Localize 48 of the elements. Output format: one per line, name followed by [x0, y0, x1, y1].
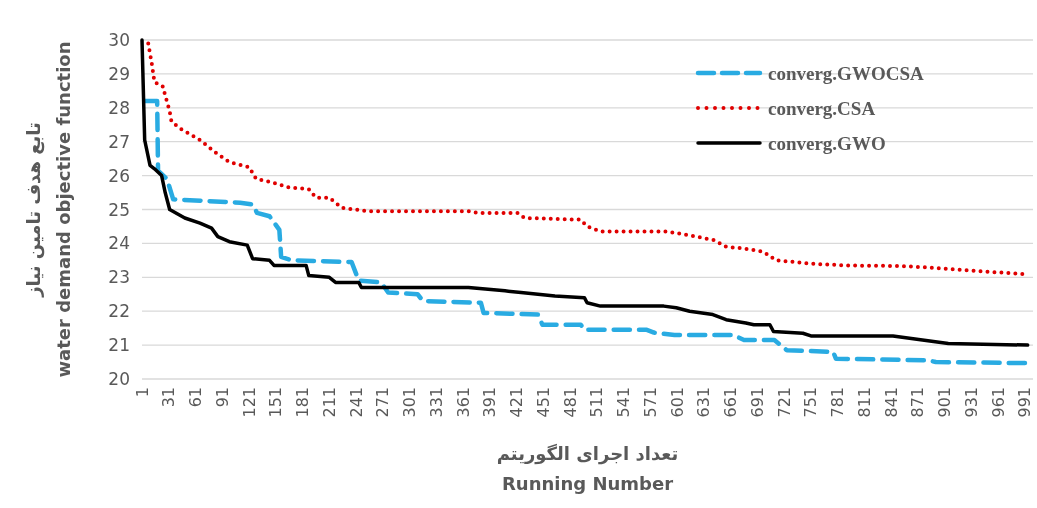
x-tick-label: 961 — [988, 387, 1008, 418]
x-tick-label: 91 — [212, 387, 232, 408]
legend-label: converg.GWO — [768, 133, 886, 154]
y-tick-label: 26 — [108, 165, 130, 186]
x-tick-label: 661 — [721, 387, 741, 418]
x-tick-label: 811 — [854, 387, 874, 418]
y-tick-label: 20 — [108, 369, 130, 389]
x-tick-label: 871 — [908, 387, 928, 418]
x-tick-label: 151 — [266, 387, 286, 418]
x-tick-label: 481 — [560, 387, 580, 418]
x-tick-label: 331 — [426, 387, 446, 418]
y-tick-label: 28 — [108, 97, 130, 118]
y-tick-label: 29 — [108, 63, 130, 84]
x-tick-label: 991 — [1015, 387, 1035, 418]
y-tick-label: 27 — [108, 131, 130, 152]
x-tick-label: 31 — [159, 387, 179, 408]
x-tick-label: 571 — [640, 387, 660, 418]
x-tick-label: 691 — [747, 387, 767, 418]
legend-label: converg.GWOCSA — [768, 63, 924, 84]
y-tick-label: 25 — [108, 199, 130, 220]
y-tick-label: 21 — [108, 335, 130, 356]
x-tick-label: 61 — [186, 387, 206, 408]
x-tick-label: 781 — [828, 387, 848, 418]
y-tick-label: 24 — [108, 233, 130, 254]
x-tick-label: 901 — [935, 387, 955, 418]
x-tick-label: 301 — [400, 387, 420, 418]
x-tick-label: 721 — [774, 387, 794, 418]
x-tick-label: 601 — [667, 387, 687, 418]
x-tick-label: 841 — [881, 387, 901, 418]
y-tick-label: 23 — [108, 267, 130, 288]
x-tick-label: 241 — [346, 387, 366, 418]
legend-label: converg.CSA — [768, 98, 876, 119]
x-tick-label: 751 — [801, 387, 821, 418]
x-tick-label: 271 — [373, 387, 393, 418]
x-tick-label: 211 — [319, 387, 339, 418]
x-tick-label: 451 — [533, 387, 553, 418]
x-tick-label: 931 — [961, 387, 981, 418]
x-tick-label: 421 — [507, 387, 527, 418]
x-tick-label: 1 — [132, 387, 152, 398]
x-tick-label: 181 — [293, 387, 313, 418]
y-tick-label: 22 — [108, 301, 130, 322]
y-tick-label: 30 — [108, 30, 130, 50]
x-tick-label: 631 — [694, 387, 714, 418]
x-tick-label: 361 — [453, 387, 473, 418]
x-tick-label: 391 — [480, 387, 500, 418]
x-tick-label: 511 — [587, 387, 607, 418]
x-tick-label: 121 — [239, 387, 259, 418]
x-tick-label: 541 — [614, 387, 634, 418]
